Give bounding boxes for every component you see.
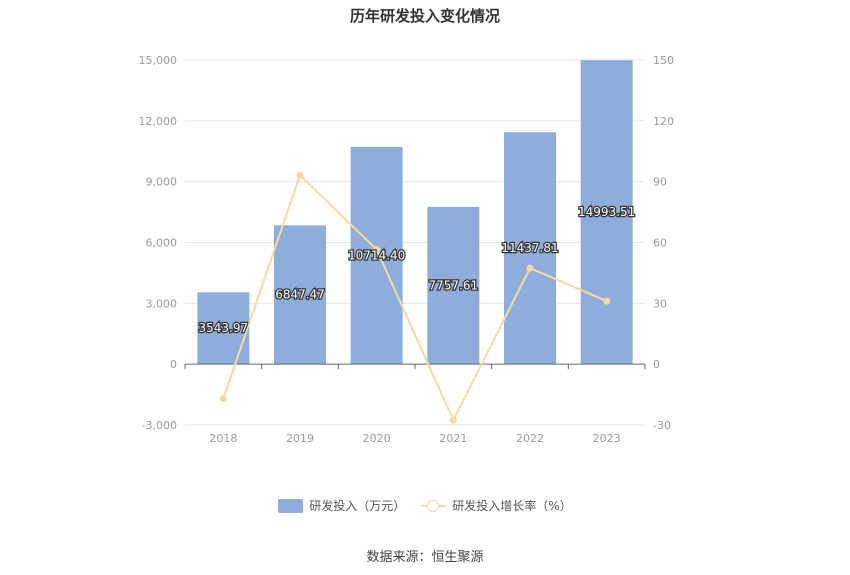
growth-rate-point [373,246,381,254]
x-tick-label: 2021 [439,432,467,445]
bar-value-label: 7757.61 [429,279,479,293]
y-left-tick-label: 3,000 [146,297,178,310]
x-tick-label: 2020 [363,432,391,445]
y-right-tick-label: 120 [653,115,674,128]
growth-rate-point [219,395,227,403]
y-right-tick-label: 150 [653,54,674,67]
bar [427,206,480,365]
bar-value-label: 10714.40 [348,249,405,263]
legend-label-rd-investment: 研发投入（万元） [309,499,406,513]
chart-title: 历年研发投入变化情况 [349,7,500,25]
y-right-tick-label: 0 [653,358,660,371]
bar [274,225,326,365]
y-left-tick-label: -3,000 [142,419,177,432]
legend-line-swatch [421,499,447,513]
legend: 研发投入（万元） 研发投入增长率（%） [0,497,850,514]
y-right-tick-label: 30 [653,297,667,310]
legend-item-growth-rate[interactable]: 研发投入增长率（%） [421,497,572,514]
x-tick-label: 2022 [516,432,544,445]
x-tick-label: 2019 [286,432,314,445]
x-tick-label: 2018 [209,432,237,445]
x-tick-label: 2023 [593,432,621,445]
bar-value-label: 14993.51 [578,205,635,219]
bar-value-label: 3543.97 [199,321,249,335]
growth-rate-point [449,416,457,424]
y-right-tick-label: 60 [653,237,667,250]
bar-value-label: 6847.47 [275,288,325,302]
legend-bar-swatch [278,498,304,513]
bar [580,60,633,365]
legend-item-rd-investment[interactable]: 研发投入（万元） [278,497,405,514]
y-right-tick-label: 90 [653,176,667,189]
growth-rate-point [526,264,534,272]
growth-rate-point [603,297,611,305]
bar [350,146,403,365]
source-note: 数据来源：恒生聚源 [366,550,484,565]
y-right-tick-label: -30 [653,419,671,432]
y-left-tick-label: 0 [170,358,177,371]
growth-rate-point [296,171,304,179]
y-left-tick-label: 9,000 [146,176,178,189]
growth-rate-line [222,173,608,423]
bar [197,292,250,365]
y-left-tick-label: 6,000 [146,237,178,250]
y-left-tick-label: 12,000 [139,115,178,128]
legend-label-growth-rate: 研发投入增长率（%） [452,499,572,513]
y-left-tick-label: 15,000 [139,54,178,67]
bar [504,132,556,365]
bar-value-label: 11437.81 [501,241,558,255]
